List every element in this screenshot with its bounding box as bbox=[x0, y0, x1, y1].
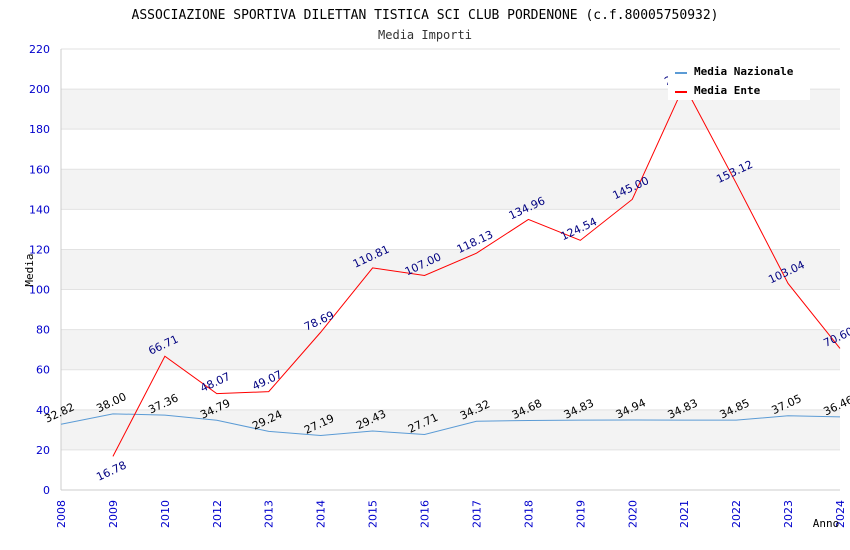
y-tick-label: 60 bbox=[36, 364, 50, 377]
x-tick-label: 2015 bbox=[367, 500, 380, 528]
x-axis-ticks: 2008 2009 2010 2012 2013 2014 2015 2016 2017 2018… bbox=[55, 500, 847, 528]
legend: Media Nazionale Media Ente bbox=[668, 60, 810, 100]
x-tick-label: 2017 bbox=[470, 500, 483, 528]
x-tick-label: 2019 bbox=[574, 500, 587, 528]
y-tick-label: 180 bbox=[29, 123, 50, 136]
grid-band bbox=[61, 409, 840, 450]
axes bbox=[60, 49, 840, 491]
x-tick-label: 2024 bbox=[834, 500, 847, 528]
x-tick-label: 2010 bbox=[159, 500, 172, 528]
y-axis-label: Media bbox=[23, 253, 36, 286]
grid-bands bbox=[61, 48, 840, 491]
y-tick-label: 20 bbox=[36, 444, 50, 457]
chart-title: ASSOCIAZIONE SPORTIVA DILETTAN TISTICA S… bbox=[132, 8, 719, 23]
series-line-nazionale bbox=[60, 413, 841, 436]
x-tick-label: 2021 bbox=[678, 500, 691, 528]
y-tick-label: 100 bbox=[29, 284, 50, 297]
y-tick-label: 0 bbox=[43, 484, 50, 497]
chart-subtitle: Media Importi bbox=[378, 28, 472, 42]
x-tick-label: 2013 bbox=[263, 500, 276, 528]
series-line-ente bbox=[112, 84, 841, 457]
legend-label-ente: Media Ente bbox=[694, 84, 761, 97]
x-tick-label: 2008 bbox=[55, 500, 68, 528]
x-tick-label: 2020 bbox=[626, 500, 639, 528]
grid-band bbox=[61, 169, 840, 210]
x-tick-label: 2022 bbox=[730, 500, 743, 528]
x-tick-label: 2012 bbox=[211, 500, 224, 528]
grid-band bbox=[61, 249, 840, 290]
data-label-ente: 16.78 bbox=[94, 459, 128, 484]
legend-box bbox=[668, 60, 810, 100]
data-label-ente: 49.07 bbox=[250, 368, 284, 393]
grid-band bbox=[61, 329, 840, 370]
y-tick-label: 40 bbox=[36, 404, 50, 417]
x-tick-label: 2014 bbox=[315, 500, 328, 528]
data-label-ente: 48.07 bbox=[198, 370, 232, 395]
x-tick-label: 2016 bbox=[419, 500, 432, 528]
x-axis-label: Anno bbox=[813, 517, 840, 530]
y-tick-label: 220 bbox=[29, 43, 50, 56]
y-axis-ticks: 0 20 40 60 80 100 120 140 160 180 200 220 bbox=[29, 43, 50, 497]
y-tick-label: 160 bbox=[29, 163, 50, 176]
data-label-ente: 124.54 bbox=[559, 215, 599, 243]
y-tick-label: 120 bbox=[29, 243, 50, 256]
series-layer bbox=[60, 84, 841, 457]
x-tick-label: 2018 bbox=[522, 500, 535, 528]
x-tick-label: 2009 bbox=[107, 500, 120, 528]
x-tick-label: 2023 bbox=[782, 500, 795, 528]
y-tick-label: 200 bbox=[29, 83, 50, 96]
y-tick-label: 80 bbox=[36, 324, 50, 337]
y-tick-label: 140 bbox=[29, 203, 50, 216]
legend-label-nazionale: Media Nazionale bbox=[694, 65, 794, 78]
